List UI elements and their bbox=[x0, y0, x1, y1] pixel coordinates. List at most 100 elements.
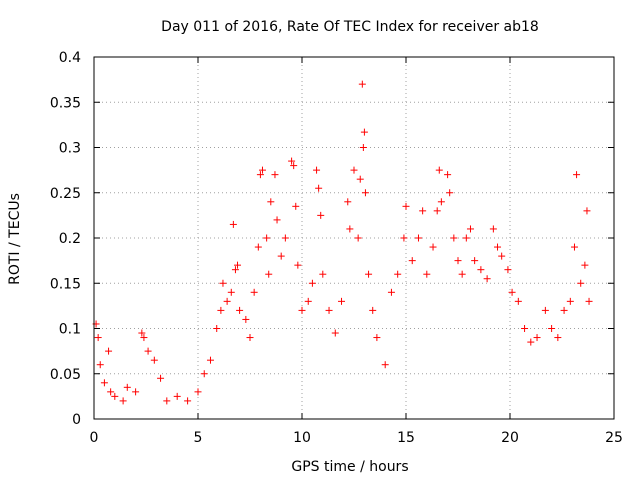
y-tick-label: 0.3 bbox=[59, 141, 81, 157]
data-point bbox=[123, 383, 131, 391]
data-point bbox=[194, 388, 202, 396]
data-point bbox=[256, 171, 264, 179]
data-point bbox=[429, 243, 437, 251]
data-point bbox=[573, 171, 581, 179]
data-point bbox=[387, 288, 395, 296]
data-point bbox=[498, 252, 506, 260]
y-axis-title: ROTI / TECUs bbox=[7, 193, 23, 285]
data-point bbox=[446, 189, 454, 197]
x-tick-label: 25 bbox=[605, 430, 623, 446]
data-point bbox=[346, 225, 354, 233]
x-tick-label: 15 bbox=[397, 430, 415, 446]
data-point bbox=[583, 207, 591, 215]
data-point bbox=[360, 128, 368, 136]
data-point bbox=[213, 325, 221, 332]
data-point bbox=[408, 257, 416, 265]
data-point bbox=[356, 175, 364, 183]
data-point bbox=[570, 243, 578, 251]
data-point bbox=[107, 388, 115, 396]
data-point bbox=[229, 220, 237, 228]
data-point bbox=[358, 80, 366, 88]
data-point bbox=[560, 306, 568, 314]
data-point bbox=[157, 374, 165, 382]
data-point bbox=[298, 306, 306, 314]
data-point bbox=[254, 243, 262, 251]
data-point bbox=[184, 397, 192, 405]
data-point bbox=[541, 306, 549, 314]
y-tick-label: 0.05 bbox=[50, 367, 81, 383]
data-point bbox=[242, 315, 250, 323]
data-point bbox=[319, 270, 327, 278]
data-point bbox=[246, 334, 254, 342]
data-point bbox=[354, 234, 362, 242]
data-point bbox=[227, 288, 235, 296]
data-point bbox=[350, 166, 358, 174]
x-tick-label: 10 bbox=[293, 430, 311, 446]
y-tick-label: 0.1 bbox=[59, 322, 81, 338]
data-point bbox=[365, 270, 373, 278]
data-point bbox=[471, 257, 479, 265]
data-point bbox=[361, 189, 369, 197]
data-point bbox=[140, 334, 148, 342]
y-tick-label: 0.35 bbox=[50, 95, 81, 111]
data-point bbox=[437, 198, 445, 206]
data-point bbox=[150, 356, 158, 364]
data-point bbox=[231, 266, 239, 274]
data-point bbox=[144, 347, 152, 355]
data-point bbox=[521, 325, 529, 332]
data-point bbox=[119, 397, 127, 405]
data-point bbox=[483, 275, 491, 283]
data-point bbox=[132, 388, 140, 396]
data-point bbox=[313, 166, 321, 174]
data-point bbox=[290, 162, 298, 170]
data-point bbox=[223, 297, 231, 305]
data-point bbox=[200, 370, 208, 378]
data-point bbox=[462, 234, 470, 242]
y-tick-label: 0.2 bbox=[59, 231, 81, 247]
data-point bbox=[294, 261, 302, 269]
data-point bbox=[325, 306, 333, 314]
data-point bbox=[581, 261, 589, 269]
data-point bbox=[273, 216, 281, 224]
data-point bbox=[527, 338, 535, 346]
data-point bbox=[331, 329, 339, 337]
data-point bbox=[96, 361, 104, 369]
data-point bbox=[304, 297, 312, 305]
data-point bbox=[402, 202, 410, 210]
data-points bbox=[92, 80, 593, 405]
data-point bbox=[489, 225, 497, 233]
data-point bbox=[381, 361, 389, 369]
data-point bbox=[236, 306, 244, 314]
data-point bbox=[163, 397, 171, 405]
data-point bbox=[173, 392, 181, 400]
data-point bbox=[494, 243, 502, 251]
data-point bbox=[577, 279, 585, 287]
y-tick-label: 0.4 bbox=[59, 50, 81, 66]
data-point bbox=[458, 270, 466, 278]
data-point bbox=[217, 306, 225, 314]
data-point bbox=[263, 234, 271, 242]
y-tick-label: 0 bbox=[72, 412, 81, 428]
data-point bbox=[373, 334, 381, 342]
data-point bbox=[206, 356, 214, 364]
data-point bbox=[111, 392, 119, 400]
data-point bbox=[234, 261, 242, 269]
data-point bbox=[277, 252, 285, 260]
data-point bbox=[338, 297, 346, 305]
x-tick-label: 0 bbox=[90, 430, 99, 446]
data-point bbox=[258, 166, 266, 174]
data-point bbox=[292, 202, 300, 210]
data-point bbox=[105, 347, 113, 355]
data-point bbox=[450, 234, 458, 242]
data-point bbox=[94, 334, 102, 342]
data-point bbox=[435, 166, 443, 174]
data-point bbox=[466, 225, 474, 233]
data-point bbox=[585, 297, 593, 305]
data-point bbox=[514, 297, 522, 305]
axis-ticks: 0 5 10 15 20 25 0 0.05 0.1 0.15 0.2 0.25 0.3 0.35 0.4 bbox=[50, 50, 623, 446]
data-point bbox=[369, 306, 377, 314]
data-point bbox=[344, 198, 352, 206]
data-point bbox=[477, 266, 485, 274]
data-point bbox=[566, 297, 574, 305]
data-point bbox=[419, 207, 427, 215]
